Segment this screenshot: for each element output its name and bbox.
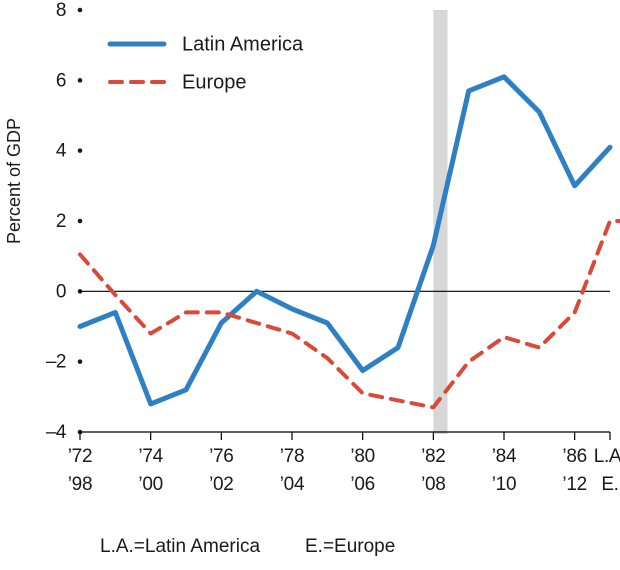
- x-tick-label-top: L.A.: [594, 446, 620, 467]
- x-tick-label-bottom: ’00: [138, 474, 162, 495]
- y-tick-label: 8: [56, 0, 66, 21]
- y-tick-label: –4: [46, 422, 67, 443]
- footnote-right: E.=Europe: [305, 536, 395, 557]
- x-tick-label-top: ’80: [350, 446, 374, 467]
- y-tick-label: –2: [46, 352, 66, 373]
- x-tick-label-bottom: E.: [601, 474, 618, 495]
- y-tick-label: 2: [56, 211, 66, 232]
- legend-label: Europe: [182, 71, 247, 93]
- x-tick-label-top: ’84: [492, 446, 517, 467]
- x-tick-label-bottom: ’98: [68, 474, 92, 495]
- y-tick-label: 6: [56, 70, 66, 91]
- x-tick-label-bottom: ’10: [492, 474, 516, 495]
- footnote-left: L.A.=Latin America: [100, 536, 260, 557]
- y-tick-label: 0: [56, 281, 66, 302]
- x-tick-label-bottom: ’06: [350, 474, 374, 495]
- x-tick-label-top: ’74: [138, 446, 163, 467]
- x-tick-label-top: ’86: [562, 446, 586, 467]
- x-tick-label-top: ’82: [421, 446, 445, 467]
- x-tick-label-bottom: ’12: [562, 474, 586, 495]
- x-tick-label-bottom: ’04: [280, 474, 305, 495]
- y-tick-label: 4: [56, 141, 67, 162]
- chart-container: –4 –2 0 2 4 6 8 Percent of GDP ’72 ’98 ’74 ’00 ’76 ’0…: [0, 0, 620, 570]
- x-tick-label-bottom: ’02: [209, 474, 233, 495]
- x-tick-label-top: ’78: [280, 446, 304, 467]
- x-tick-label-bottom: ’08: [421, 474, 445, 495]
- x-tick-label-top: ’72: [68, 446, 92, 467]
- y-axis-title: Percent of GDP: [4, 118, 24, 244]
- legend-label: Latin America: [182, 33, 304, 55]
- line-chart: –4 –2 0 2 4 6 8 Percent of GDP ’72 ’98 ’74 ’00 ’76 ’0…: [0, 0, 620, 570]
- x-tick-label-top: ’76: [209, 446, 233, 467]
